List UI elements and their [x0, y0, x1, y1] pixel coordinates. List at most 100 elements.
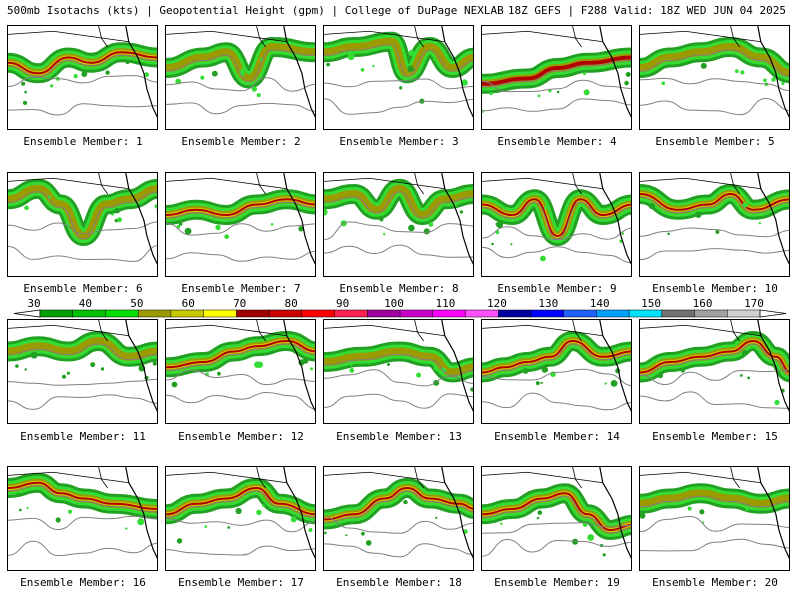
colorbar-tick-label: 50: [130, 297, 143, 310]
ensemble-member-label: Ensemble Member: 7: [181, 282, 301, 295]
height-contour: [324, 78, 473, 90]
ensemble-member-label: Ensemble Member: 9: [497, 282, 617, 295]
wind-speckle: [403, 499, 408, 505]
wind-speckle: [537, 94, 541, 98]
ensemble-member-label: Ensemble Member: 12: [178, 430, 304, 443]
wind-speckle: [536, 516, 540, 520]
wind-speckle: [211, 70, 218, 77]
ensemble-member-label: Ensemble Member: 20: [652, 576, 778, 589]
wind-speckle: [200, 75, 205, 80]
ensemble-member-6-map: [7, 172, 158, 277]
wind-speckle: [740, 70, 745, 75]
wind-speckle: [251, 86, 257, 92]
border-line: [730, 467, 740, 489]
wind-speckle: [648, 203, 655, 209]
wind-speckle: [90, 362, 96, 368]
wind-speckle: [459, 210, 464, 214]
ensemble-member-label: Ensemble Member: 19: [494, 576, 620, 589]
wind-speckle: [125, 59, 130, 65]
colorbar-segment: [39, 309, 74, 318]
height-contour: [640, 538, 789, 552]
height-contour: [8, 221, 157, 235]
wind-speckle: [667, 232, 670, 236]
jet-band-50kt: [324, 347, 473, 377]
wind-speckle: [556, 90, 560, 94]
wind-speckle: [473, 513, 474, 517]
wind-speckle: [624, 80, 629, 86]
height-contour: [640, 515, 789, 532]
wind-speckle: [310, 367, 313, 371]
ensemble-member-14-map: [481, 319, 632, 424]
wind-speckle: [227, 526, 231, 529]
wind-speckle: [741, 350, 748, 356]
wind-speckle: [583, 72, 586, 76]
jet-core: [482, 340, 631, 374]
wind-speckle: [657, 372, 663, 379]
wind-speckle: [535, 381, 540, 386]
arctic-coastline: [166, 471, 287, 484]
wind-speckle: [100, 367, 105, 371]
ensemble-member-label: Ensemble Member: 6: [23, 282, 143, 295]
colorbar-segment: [727, 309, 761, 318]
jet-core: [482, 198, 631, 237]
colorbar-segment: [367, 309, 401, 318]
wind-speckle: [152, 361, 157, 366]
height-contour-jet: [640, 196, 789, 214]
ensemble-member-19-map: [481, 466, 632, 571]
border-line: [730, 320, 740, 342]
wind-speckle: [700, 62, 707, 69]
wind-speckle: [73, 74, 78, 79]
wind-speckle: [365, 540, 372, 546]
wind-speckle: [156, 208, 157, 213]
height-contour: [640, 77, 789, 92]
border-line: [414, 467, 424, 489]
colorbar-segment: [170, 309, 205, 318]
wind-speckle: [739, 374, 743, 377]
height-contour-jet: [166, 490, 315, 518]
height-contour-jet: [8, 485, 157, 513]
wind-speckle: [324, 208, 328, 216]
wind-speckle: [262, 504, 265, 507]
height-contour-jet: [482, 60, 631, 88]
height-contour: [640, 391, 789, 409]
colorbar-segment: [628, 309, 663, 318]
wind-speckle: [687, 506, 692, 511]
wind-speckle: [774, 399, 780, 406]
height-contour: [482, 522, 631, 534]
border-line: [572, 26, 582, 48]
wind-speckle: [345, 534, 348, 537]
colorbar-tick-label: 110: [435, 297, 455, 310]
wind-speckle: [435, 516, 438, 519]
wind-speckle: [298, 226, 304, 232]
wind-speckle: [610, 380, 618, 387]
wind-speckle: [105, 70, 110, 75]
colorbar-tick-label: 120: [487, 297, 507, 310]
height-contour-jet: [8, 191, 157, 240]
border-line: [98, 173, 108, 195]
border-line: [730, 26, 740, 48]
ensemble-member-1-map: [7, 25, 158, 130]
header-valid-time: 18Z GEFS | F288 Valid: 18Z WED JUN 04 20…: [507, 4, 786, 17]
border-line: [256, 467, 266, 489]
arctic-coastline: [324, 177, 445, 190]
wind-speckle: [433, 57, 436, 61]
height-contour: [8, 394, 157, 410]
border-line: [572, 320, 582, 342]
coastline: [599, 320, 631, 412]
wind-speckle: [111, 212, 114, 216]
height-contour: [8, 540, 157, 557]
wind-speckle: [416, 372, 422, 378]
height-contour: [640, 227, 789, 238]
border-line: [414, 320, 424, 342]
wind-speckle: [758, 222, 761, 225]
height-contour: [166, 102, 315, 115]
colorbar-segment: [137, 309, 172, 318]
arctic-coastline: [640, 471, 761, 484]
border-line: [256, 26, 266, 48]
wind-speckle: [604, 382, 607, 385]
height-contour: [640, 97, 789, 116]
ensemble-member-label: Ensemble Member: 11: [20, 430, 146, 443]
height-contour: [482, 538, 631, 557]
height-contour: [8, 245, 157, 262]
jet-core: [8, 481, 157, 510]
